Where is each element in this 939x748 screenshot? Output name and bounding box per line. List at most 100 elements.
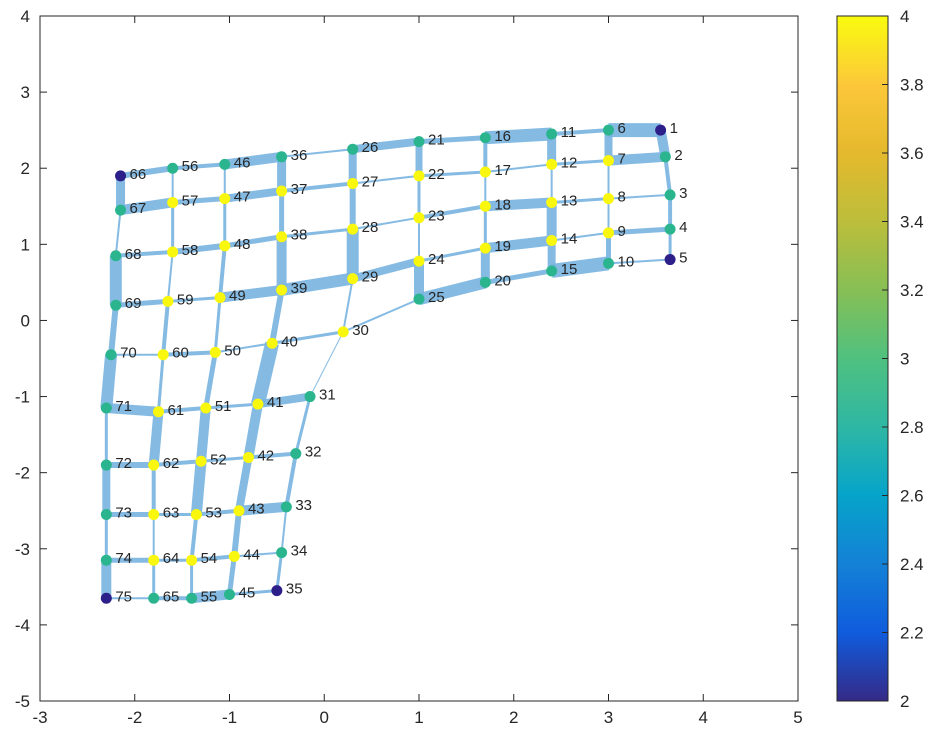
graph-edge — [161, 301, 170, 355]
graph-node — [347, 143, 359, 155]
graph-node — [347, 223, 359, 235]
graph-node — [200, 402, 212, 414]
graph-edge — [269, 289, 285, 344]
y-tick-label: 0 — [21, 311, 30, 330]
graph-edge — [271, 330, 344, 345]
y-tick-label: -4 — [15, 616, 30, 635]
node-label: 49 — [229, 288, 246, 305]
node-label: 65 — [163, 588, 180, 605]
y-tick-label: 4 — [21, 7, 30, 26]
node-label: 12 — [561, 154, 578, 171]
node-label: 51 — [215, 398, 232, 415]
node-label: 18 — [494, 196, 511, 213]
graph-edge — [238, 501, 287, 516]
graph-edge — [215, 342, 273, 354]
edge-layer — [100, 123, 673, 604]
node-label: 3 — [679, 185, 687, 202]
graph-node — [148, 459, 160, 471]
graph-edge — [224, 234, 283, 249]
graph-node — [190, 509, 202, 521]
node-label: 24 — [428, 251, 445, 268]
graph-node — [219, 240, 231, 252]
node-label: 19 — [494, 238, 511, 255]
graph-node — [479, 200, 491, 212]
graph-edge — [275, 552, 284, 591]
graph-edge — [235, 456, 253, 512]
graph-node — [100, 509, 112, 521]
node-label: 39 — [291, 280, 308, 297]
node-label: 36 — [291, 147, 308, 164]
graph-node — [271, 585, 283, 597]
graph-edge — [551, 231, 609, 242]
graph-node — [603, 227, 614, 239]
graph-node — [115, 170, 127, 182]
node-label: 60 — [172, 345, 189, 362]
graph-node — [479, 242, 491, 254]
graph-node — [664, 189, 676, 201]
graph-edge — [190, 460, 207, 516]
node-label: 47 — [234, 189, 251, 206]
graph-node — [148, 554, 160, 566]
graph-node — [413, 293, 425, 305]
graph-edge — [418, 204, 486, 220]
colorbar-tick-label: 3.6 — [900, 144, 924, 163]
graph-node — [148, 509, 160, 521]
node-label: 34 — [291, 543, 308, 560]
x-tick-label: 0 — [320, 708, 329, 727]
graph-edge — [115, 298, 169, 308]
graph-edge — [191, 554, 235, 563]
node-label: 74 — [115, 550, 132, 567]
graph-edge — [196, 407, 211, 462]
graph-node — [100, 402, 112, 414]
graph-node — [148, 592, 160, 604]
node-label: 73 — [115, 505, 132, 522]
graph-edge — [484, 127, 553, 145]
node-label: 23 — [428, 208, 445, 225]
graph-edge — [114, 209, 122, 256]
node-label: 41 — [267, 394, 284, 411]
y-tick-label: 3 — [21, 83, 30, 102]
x-tick-label: 5 — [793, 708, 802, 727]
graph-node — [659, 151, 671, 163]
graph-edge — [234, 551, 282, 558]
node-label: 5 — [679, 250, 687, 267]
node-label: 43 — [248, 501, 265, 518]
node-label: 63 — [163, 505, 180, 522]
graph-edge — [608, 258, 671, 265]
graph-edge — [243, 403, 263, 459]
node-label: 52 — [210, 451, 227, 468]
graph-edge — [189, 514, 199, 561]
colorbar-tick-label: 3.4 — [900, 213, 924, 232]
graph-node — [347, 273, 359, 285]
graph-edge — [485, 197, 552, 212]
colorbar-tick-label: 2.4 — [900, 555, 924, 574]
y-tick-label: 2 — [21, 159, 30, 178]
graph-edge — [172, 242, 226, 255]
node-label: 33 — [295, 497, 312, 514]
graph-edge — [309, 331, 344, 397]
node-label: 1 — [670, 120, 678, 137]
graph-edge — [115, 249, 173, 258]
graph-node — [100, 459, 112, 471]
graph-edge — [281, 148, 353, 158]
colorbar-tick-label: 2 — [900, 692, 909, 711]
graph-node — [304, 391, 316, 403]
graph-node — [479, 276, 491, 288]
graph-edge — [119, 197, 174, 216]
graph-node — [186, 592, 198, 604]
colorbar-tick-label: 2.6 — [900, 487, 924, 506]
node-label: 61 — [167, 402, 184, 419]
graph-edge — [224, 151, 283, 170]
graph-node — [100, 592, 112, 604]
graph-node — [110, 299, 122, 311]
graph-edge — [167, 296, 221, 303]
graph-node — [224, 588, 235, 600]
x-axis: -3 -2 -1 0 1 2 3 4 5 — [32, 16, 803, 727]
node-label: 71 — [115, 398, 132, 415]
node-label: 35 — [286, 581, 303, 598]
graph-node — [603, 193, 614, 205]
node-label: 59 — [177, 291, 194, 308]
graph-edge — [417, 276, 487, 305]
graph-node — [276, 185, 288, 197]
node-label: 42 — [257, 447, 274, 464]
